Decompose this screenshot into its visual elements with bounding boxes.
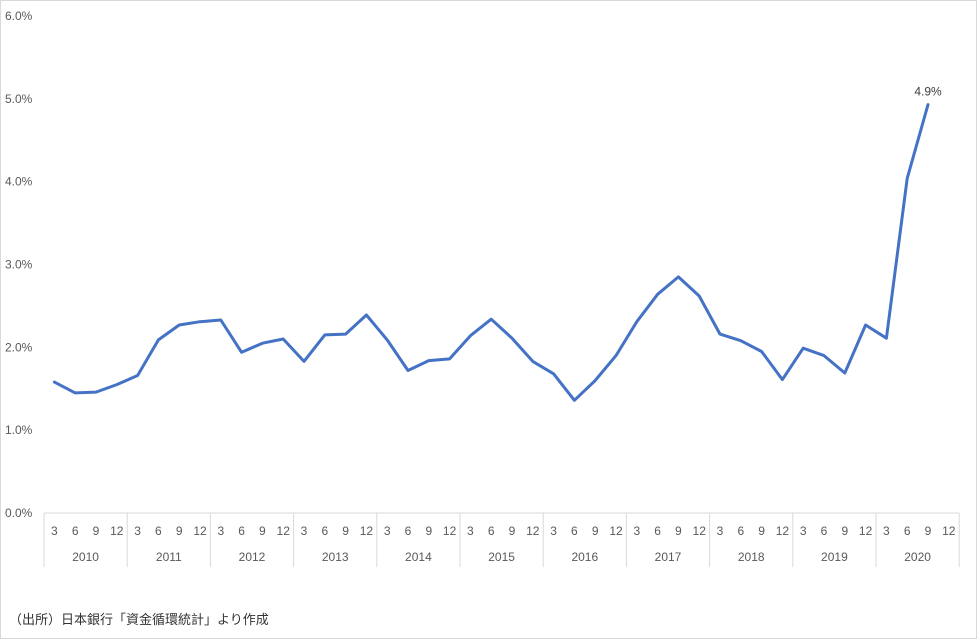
quarter-tick-label: 12	[776, 524, 790, 538]
quarter-tick-label: 6	[737, 524, 744, 538]
quarter-tick-label: 9	[675, 524, 682, 538]
quarter-tick-label: 9	[176, 524, 183, 538]
quarter-tick-label: 12	[360, 524, 374, 538]
quarter-tick-label: 6	[488, 524, 495, 538]
quarter-tick-label: 3	[717, 524, 724, 538]
quarter-tick-label: 3	[217, 524, 224, 538]
quarter-tick-label: 3	[51, 524, 58, 538]
y-tick-label: 4.0%	[5, 175, 33, 189]
quarter-tick-label: 3	[550, 524, 557, 538]
quarter-tick-label: 3	[301, 524, 308, 538]
year-label: 2010	[72, 550, 99, 564]
year-label: 2020	[904, 550, 931, 564]
quarter-tick-label: 6	[155, 524, 162, 538]
year-label: 2018	[738, 550, 765, 564]
year-label: 2014	[405, 550, 432, 564]
quarter-tick-label: 9	[925, 524, 932, 538]
y-tick-label: 2.0%	[5, 340, 33, 354]
quarter-tick-label: 12	[193, 524, 207, 538]
quarter-tick-label: 9	[425, 524, 432, 538]
quarter-tick-label: 12	[110, 524, 124, 538]
data-labels: 4.9%	[914, 85, 942, 99]
quarter-tick-label: 9	[841, 524, 848, 538]
quarter-tick-label: 3	[467, 524, 474, 538]
y-tick-label: 3.0%	[5, 258, 33, 272]
quarter-tick-label: 6	[72, 524, 79, 538]
year-label: 2019	[821, 550, 848, 564]
year-label: 2011	[156, 550, 182, 564]
quarter-tick-label: 12	[526, 524, 540, 538]
quarter-tick-label: 6	[821, 524, 828, 538]
quarter-tick-label: 12	[443, 524, 457, 538]
year-label: 2015	[488, 550, 515, 564]
series-group	[52, 103, 930, 402]
quarter-tick-label: 3	[800, 524, 807, 538]
quarter-tick-label: 6	[405, 524, 412, 538]
y-tick-label: 5.0%	[5, 92, 33, 106]
quarter-tick-label: 12	[693, 524, 707, 538]
quarter-tick-label: 9	[509, 524, 516, 538]
quarter-tick-label: 12	[277, 524, 291, 538]
quarter-tick-label: 6	[321, 524, 328, 538]
y-tick-label: 1.0%	[5, 423, 33, 437]
year-label: 2012	[239, 550, 266, 564]
quarter-tick-label: 12	[859, 524, 873, 538]
data-label: 4.9%	[914, 85, 942, 99]
quarter-tick-label: 12	[942, 524, 956, 538]
y-tick-label: 0.0%	[5, 506, 33, 520]
source-note: （出所）日本銀行「資金循環統計」より作成	[9, 613, 269, 628]
quarter-tick-label: 6	[904, 524, 911, 538]
quarter-tick-label: 12	[609, 524, 623, 538]
quarter-tick-label: 3	[633, 524, 640, 538]
y-tick-label: 6.0%	[5, 9, 33, 23]
quarter-tick-label: 9	[592, 524, 599, 538]
year-label: 2016	[571, 550, 598, 564]
quarter-tick-label: 6	[238, 524, 245, 538]
series-line	[52, 103, 930, 402]
quarter-tick-label: 3	[883, 524, 890, 538]
quarter-tick-label: 9	[93, 524, 100, 538]
quarter-tick-label: 3	[384, 524, 391, 538]
y-axis: 0.0% 1.0% 2.0% 3.0% 4.0% 5.0% 6.0%	[5, 9, 33, 520]
quarter-tick-label: 6	[571, 524, 578, 538]
year-label: 2013	[322, 550, 349, 564]
year-label: 2017	[655, 550, 682, 564]
quarter-tick-label: 9	[259, 524, 266, 538]
quarter-tick-label: 9	[758, 524, 765, 538]
quarter-tick-label: 3	[134, 524, 141, 538]
quarter-tick-label: 6	[654, 524, 661, 538]
quarter-tick-label: 9	[342, 524, 349, 538]
